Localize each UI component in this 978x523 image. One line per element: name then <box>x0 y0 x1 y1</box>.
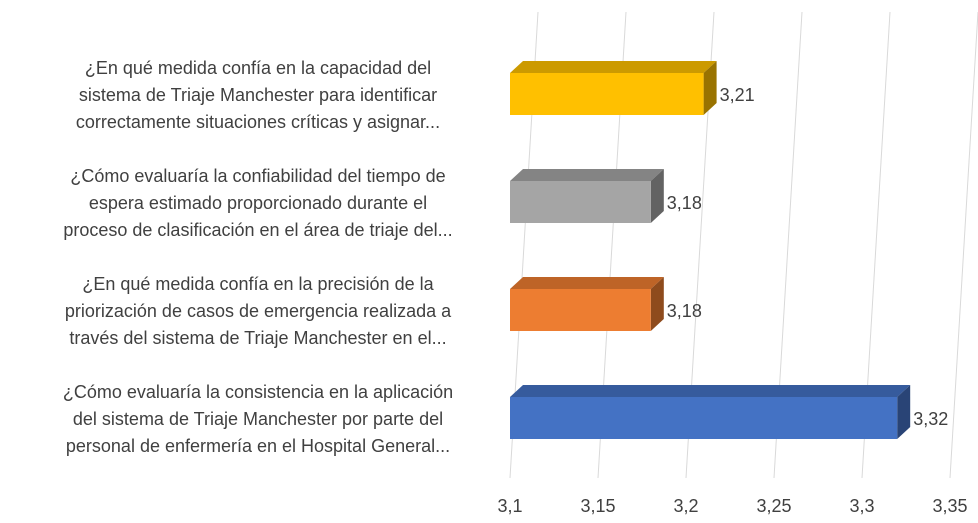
x-tick-label: 3,35 <box>932 496 967 516</box>
bar-side <box>650 169 664 223</box>
grid-line <box>949 11 978 479</box>
bar <box>510 73 704 115</box>
bar <box>510 397 898 439</box>
x-tick-label: 3,25 <box>756 496 791 516</box>
category-label: priorización de casos de emergencia real… <box>65 301 452 321</box>
value-label: 3,21 <box>720 85 755 105</box>
bar-top <box>510 385 911 397</box>
category-label: proceso de clasificación en el área de t… <box>63 220 452 240</box>
category-label: través del sistema de Triaje Manchester … <box>69 328 446 348</box>
x-tick-label: 3,2 <box>673 496 698 516</box>
x-tick-label: 3,1 <box>497 496 522 516</box>
x-tick-label: 3,15 <box>580 496 615 516</box>
bar-top <box>510 277 664 289</box>
bar-top <box>510 169 664 181</box>
value-label: 3,18 <box>667 301 702 321</box>
category-label: personal de enfermería en el Hospital Ge… <box>66 436 450 456</box>
category-label: del sistema de Triaje Manchester por par… <box>73 409 443 429</box>
bar-top <box>510 61 717 73</box>
bar-side <box>703 61 717 115</box>
bar-side <box>897 385 911 439</box>
category-label: ¿Cómo evaluaría la confiabilidad del tie… <box>70 166 445 186</box>
bar-side <box>650 277 664 331</box>
bar <box>510 181 651 223</box>
category-label: sistema de Triaje Manchester para identi… <box>79 85 437 105</box>
category-label: ¿En qué medida confía en la precisión de… <box>82 274 434 294</box>
value-label: 3,32 <box>913 409 948 429</box>
value-label: 3,18 <box>667 193 702 213</box>
bar <box>510 289 651 331</box>
x-tick-label: 3,3 <box>849 496 874 516</box>
category-label: ¿Cómo evaluaría la consistencia en la ap… <box>63 382 453 402</box>
category-label: espera estimado proporcionado durante el <box>89 193 427 213</box>
category-label: correctamente situaciones críticas y asi… <box>76 112 440 132</box>
category-label: ¿En qué medida confía en la capacidad de… <box>85 58 431 78</box>
